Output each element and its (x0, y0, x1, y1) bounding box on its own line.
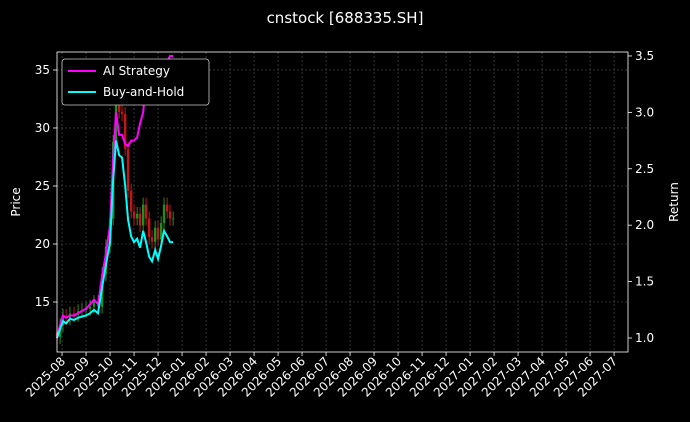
candle-body (141, 204, 145, 226)
candle-body (123, 114, 127, 149)
candle-body (120, 111, 124, 115)
y-tick-label: 20 (35, 237, 50, 251)
candle-body (72, 313, 76, 315)
candle-body (92, 302, 96, 307)
candle-body (88, 306, 92, 309)
candle-body (135, 213, 139, 219)
candle-body (132, 211, 136, 219)
y-axis-label: Price (9, 187, 23, 216)
legend-label: Buy-and-Hold (103, 85, 184, 99)
candle-body (147, 218, 151, 238)
y2-tick-label: 1.5 (635, 275, 654, 289)
legend-box (61, 58, 210, 106)
candle-body (165, 204, 169, 212)
candle-body (138, 213, 142, 226)
y-tick-label: 30 (35, 121, 50, 135)
return-line (56, 140, 174, 339)
candle-body (153, 227, 157, 242)
y2-axis-label: Return (667, 182, 681, 222)
candle-body (126, 148, 130, 191)
candle-body (156, 227, 160, 240)
plot-frame (56, 51, 629, 353)
y2-tick-label: 2.0 (635, 218, 654, 232)
candle-body (171, 218, 175, 220)
y2-tick-label: 1.0 (635, 331, 654, 345)
y2-tick-label: 3.5 (635, 49, 654, 63)
y-tick-label: 25 (35, 179, 50, 193)
candle-body (129, 190, 133, 212)
candle-body (162, 204, 166, 224)
candle-body (168, 211, 172, 219)
legend-label: AI Strategy (103, 64, 170, 78)
candle-body (159, 223, 163, 240)
candle-body (150, 237, 154, 242)
y2-tick-label: 2.5 (635, 162, 654, 176)
chart-title: cnstock [688335.SH] (267, 9, 424, 27)
candle-body (144, 204, 148, 219)
y-tick-label: 35 (35, 63, 50, 77)
y2-tick-label: 3.0 (635, 105, 654, 119)
y-tick-label: 15 (35, 295, 50, 309)
